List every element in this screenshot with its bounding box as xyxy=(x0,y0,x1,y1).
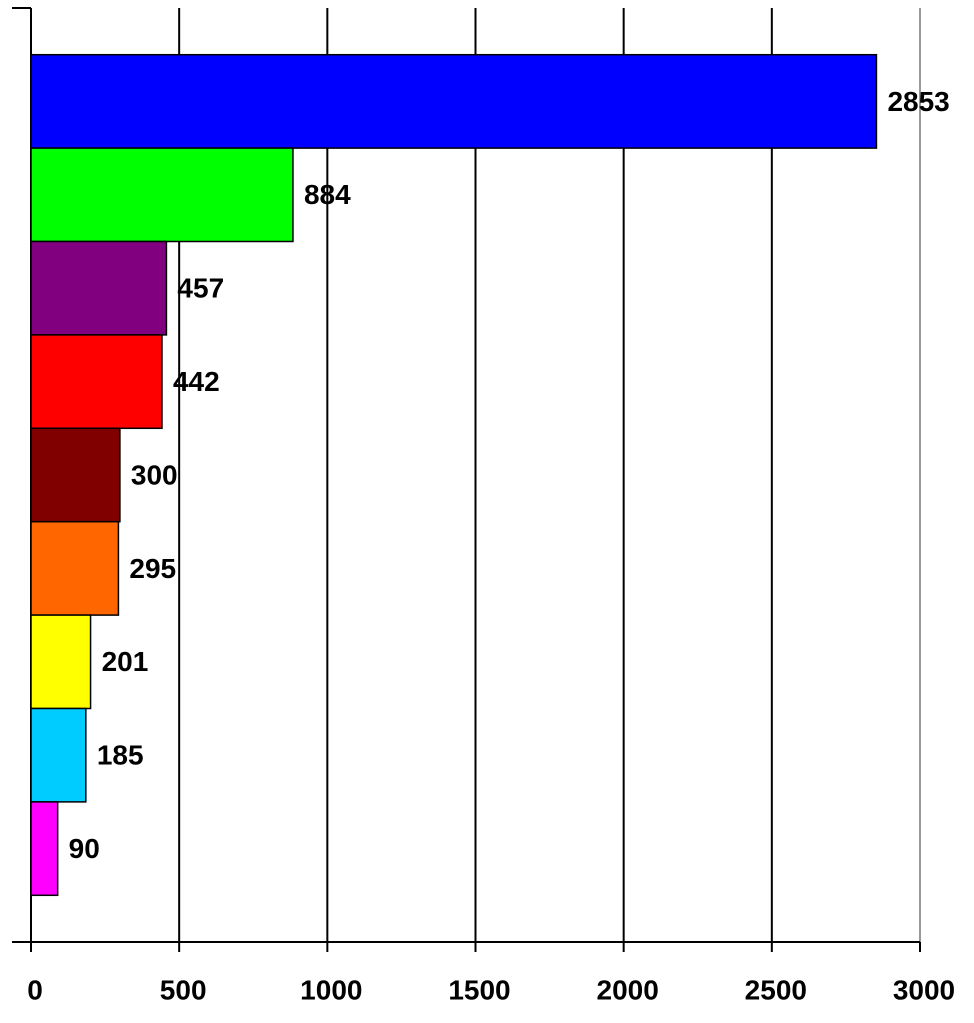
value-label: 442 xyxy=(173,366,220,397)
bar xyxy=(30,427,121,523)
value-label: 185 xyxy=(97,740,144,771)
bar xyxy=(30,707,87,803)
bar xyxy=(30,801,59,897)
x-tick-label: 1500 xyxy=(448,974,510,1005)
value-label: 457 xyxy=(177,273,224,304)
bar xyxy=(30,53,878,149)
value-label: 2853 xyxy=(887,86,949,117)
value-label: 884 xyxy=(304,179,351,210)
value-label: 201 xyxy=(102,646,149,677)
x-tick-label: 2500 xyxy=(745,974,807,1005)
value-label: 90 xyxy=(69,833,100,864)
x-tick-label: 1000 xyxy=(300,974,362,1005)
x-tick-label: 500 xyxy=(160,974,207,1005)
x-tick-label: 2000 xyxy=(597,974,659,1005)
bar xyxy=(30,240,168,336)
bar xyxy=(30,147,294,243)
bar xyxy=(30,614,92,710)
bar xyxy=(30,520,120,616)
x-tick-label: 3000 xyxy=(893,974,955,1005)
value-label: 295 xyxy=(129,553,176,584)
x-tick-label: 0 xyxy=(27,974,43,1005)
value-label: 300 xyxy=(131,459,178,490)
bar xyxy=(30,334,163,430)
